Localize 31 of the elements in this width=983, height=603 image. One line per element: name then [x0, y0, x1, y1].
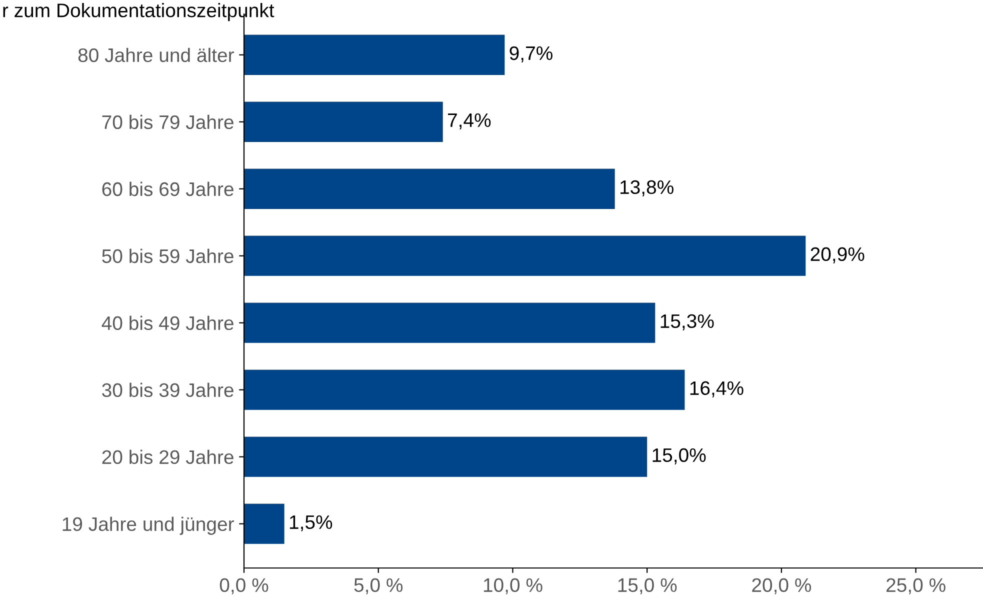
y-tick-label: 20 bis 29 Jahre	[102, 450, 234, 464]
y-tick-label: 80 Jahre und älter	[78, 48, 234, 62]
x-tick-label: 25,0 %	[886, 578, 946, 594]
bar	[244, 34, 505, 75]
y-tick-label: 19 Jahre und jünger	[62, 516, 234, 535]
x-tick-label: 0,0 %	[220, 578, 268, 594]
y-tick-label: 60 bis 69 Jahre	[102, 182, 234, 196]
x-tick-label: 20,0 %	[752, 578, 812, 594]
x-tick-label: 15,0 %	[618, 578, 677, 594]
data-label: 1,5%	[290, 515, 332, 532]
bar	[244, 168, 615, 209]
data-label: 9,7%	[510, 46, 552, 62]
bar	[244, 436, 648, 477]
data-label: 20,9%	[810, 247, 864, 264]
bar	[244, 504, 284, 544]
data-label: 15,0%	[652, 448, 706, 464]
x-tick-label: 10,0 %	[484, 578, 542, 594]
x-tick-label: 5,0 %	[354, 578, 403, 594]
data-label: 7,4%	[448, 113, 491, 130]
y-tick-label: 70 bis 79 Jahre	[102, 114, 234, 130]
data-label: 15,3%	[660, 314, 714, 330]
y-tick-label: 30 bis 39 Jahre	[102, 382, 234, 398]
bar	[244, 236, 806, 276]
y-tick-label: 40 bis 49 Jahre	[102, 316, 234, 330]
bar	[244, 302, 656, 343]
data-label: 16,4%	[690, 381, 744, 398]
bar	[244, 102, 443, 142]
data-label: 13,8%	[620, 180, 674, 196]
bar	[244, 370, 685, 410]
chart-title: r zum Dokumentationszeitpunkt	[3, 3, 274, 22]
y-tick-label: 50 bis 59 Jahre	[102, 248, 234, 264]
